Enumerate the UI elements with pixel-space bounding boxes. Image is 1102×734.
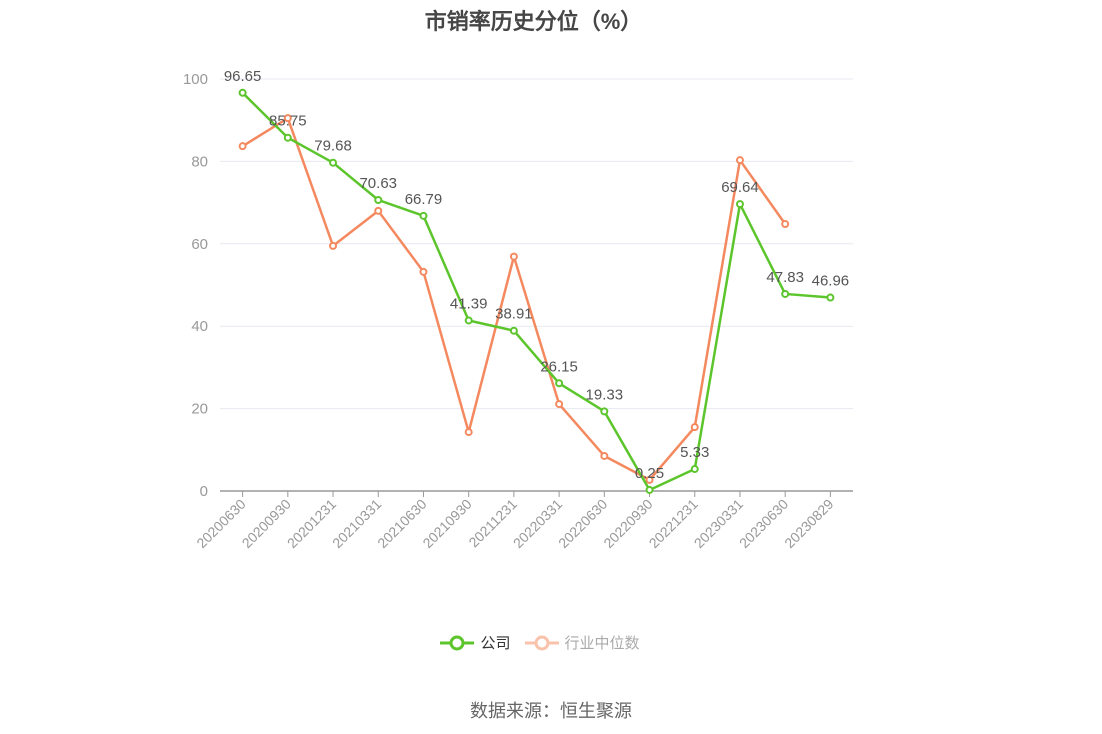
data-label: 19.33 <box>586 386 624 403</box>
data-point-marker[interactable] <box>464 428 473 437</box>
legend-label-industry-median: 行业中位数 <box>564 635 640 652</box>
data-label: 79.68 <box>314 138 352 155</box>
data-point-marker[interactable] <box>374 206 383 215</box>
data-label: 46.96 <box>812 273 850 290</box>
data-label: 70.63 <box>359 175 397 192</box>
data-label: 26.15 <box>540 358 578 375</box>
line-chart: 0204060801002020063020200930202012312021… <box>183 68 853 552</box>
data-point-marker[interactable] <box>645 475 654 484</box>
y-tick-label: 100 <box>183 71 208 88</box>
x-tick-label: 20210930 <box>419 496 475 552</box>
data-point-marker[interactable] <box>826 293 835 302</box>
y-tick-label: 80 <box>191 153 208 170</box>
legend: 公司 行业中位数 <box>0 632 1080 653</box>
data-point-marker[interactable] <box>419 267 428 276</box>
data-point-marker[interactable] <box>690 465 699 474</box>
y-tick-label: 20 <box>191 401 208 418</box>
data-point-marker[interactable] <box>419 211 428 220</box>
data-label: 47.83 <box>766 269 804 286</box>
data-label: 38.91 <box>495 306 533 323</box>
data-label: 69.64 <box>721 179 759 196</box>
data-point-marker[interactable] <box>600 407 609 416</box>
data-point-marker[interactable] <box>329 241 338 250</box>
data-point-marker[interactable] <box>781 220 790 229</box>
legend-line-circle-icon <box>440 635 475 650</box>
y-tick-label: 0 <box>200 483 208 500</box>
data-point-marker[interactable] <box>464 316 473 325</box>
y-tick-label: 60 <box>191 236 208 253</box>
chart-title: 市销率历史分位（%） <box>424 9 643 34</box>
y-tick-label: 40 <box>191 318 208 335</box>
legend-item-industry-median[interactable]: 行业中位数 <box>524 632 640 653</box>
legend-label-company: 公司 <box>480 635 511 652</box>
data-point-marker[interactable] <box>509 252 518 261</box>
data-point-marker[interactable] <box>555 400 564 409</box>
data-point-marker[interactable] <box>329 158 338 167</box>
data-point-marker[interactable] <box>645 485 654 494</box>
data-label: 0.25 <box>635 465 664 482</box>
data-point-marker[interactable] <box>555 379 564 388</box>
data-point-marker[interactable] <box>600 451 609 460</box>
data-label: 66.79 <box>405 191 443 208</box>
data-label: 41.39 <box>450 295 488 312</box>
legend-item-company[interactable]: 公司 <box>440 632 511 653</box>
data-point-marker[interactable] <box>735 200 744 209</box>
series-line <box>241 91 831 492</box>
data-point-marker[interactable] <box>509 326 518 335</box>
data-point-marker[interactable] <box>283 114 292 123</box>
data-label: 5.33 <box>680 444 709 461</box>
legend-line-circle-icon <box>524 635 559 650</box>
x-tick-label: 20230829 <box>781 496 837 552</box>
data-point-marker[interactable] <box>238 88 247 97</box>
data-source: 数据来源：恒生聚源 <box>470 701 632 721</box>
data-point-marker[interactable] <box>283 133 292 142</box>
data-label: 85.75 <box>269 113 307 130</box>
data-point-marker[interactable] <box>690 423 699 432</box>
data-point-marker[interactable] <box>238 142 247 151</box>
data-point-marker[interactable] <box>374 196 383 205</box>
data-point-marker[interactable] <box>735 156 744 165</box>
series-line <box>241 116 787 482</box>
data-label: 96.65 <box>224 68 262 85</box>
data-point-marker[interactable] <box>781 289 790 298</box>
